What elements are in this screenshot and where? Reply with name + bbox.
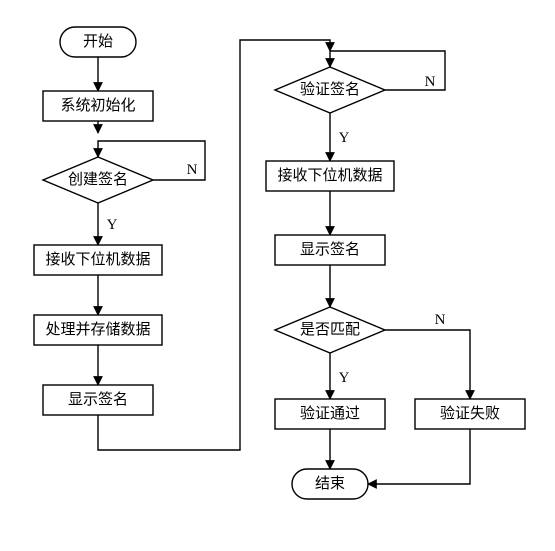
node-label-start: 开始 bbox=[83, 33, 113, 50]
edge-label: N bbox=[425, 74, 436, 90]
node-label-proc_store: 处理并存储数据 bbox=[45, 321, 150, 338]
node-label-show_sig_r: 显示签名 bbox=[300, 241, 360, 258]
node-label-match: 是否匹配 bbox=[300, 321, 360, 338]
node-label-show_sig_l: 显示签名 bbox=[68, 391, 128, 408]
edge-label: N bbox=[435, 312, 446, 328]
flowchart-canvas: YNYNYN开始系统初始化创建签名接收下位机数据处理并存储数据显示签名验证签名接… bbox=[0, 0, 555, 551]
node-label-init: 系统初始化 bbox=[60, 97, 135, 114]
node-label-pass: 验证通过 bbox=[300, 405, 360, 422]
node-label-recv_right: 接收下位机数据 bbox=[277, 167, 382, 184]
node-label-verify_sig: 验证签名 bbox=[300, 81, 360, 98]
node-label-create_sig: 创建签名 bbox=[68, 171, 128, 188]
edge-label: Y bbox=[107, 217, 118, 233]
edge bbox=[385, 330, 470, 399]
edge-label: Y bbox=[339, 130, 350, 146]
node-label-end: 结束 bbox=[315, 475, 345, 492]
edge-label: N bbox=[187, 162, 198, 178]
node-label-fail: 验证失败 bbox=[440, 405, 500, 422]
edge bbox=[368, 429, 470, 484]
node-label-recv_left: 接收下位机数据 bbox=[45, 251, 150, 268]
edge-label: Y bbox=[339, 370, 350, 386]
